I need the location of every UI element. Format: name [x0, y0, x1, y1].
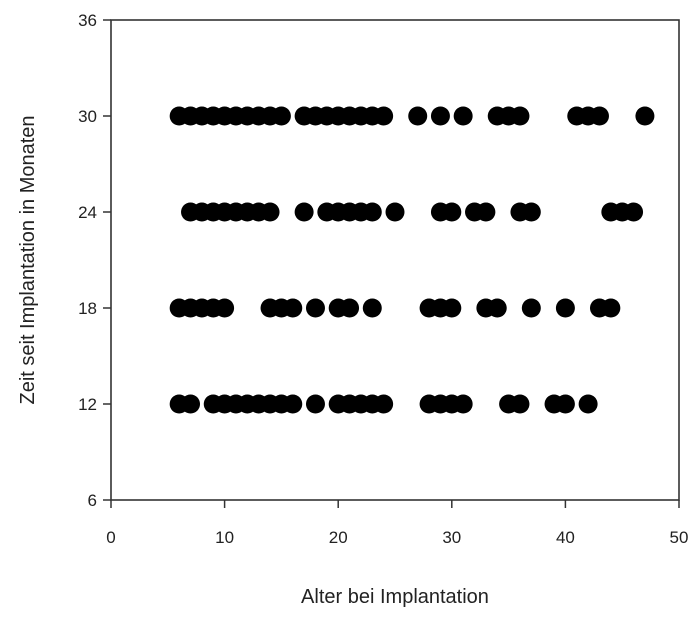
- data-point: [340, 298, 360, 318]
- x-tick-label: 30: [442, 528, 461, 547]
- data-point: [555, 298, 575, 318]
- data-point: [510, 106, 530, 126]
- y-tick-label: 6: [88, 491, 97, 510]
- y-tick-label: 24: [78, 203, 97, 222]
- data-point: [476, 202, 496, 222]
- data-point: [624, 202, 644, 222]
- y-axis-title: Zeit seit Implantation in Monaten: [17, 115, 39, 404]
- data-point: [215, 298, 235, 318]
- data-point: [555, 394, 575, 414]
- y-tick-label: 18: [78, 299, 97, 318]
- x-axis-title: Alter bei Implantation: [301, 586, 489, 608]
- data-point: [362, 202, 382, 222]
- data-point: [510, 394, 530, 414]
- x-tick-label: 40: [556, 528, 575, 547]
- data-point: [430, 106, 450, 126]
- y-tick-label: 30: [78, 107, 97, 126]
- y-tick-label: 12: [78, 395, 97, 414]
- data-point: [374, 106, 394, 126]
- data-point: [362, 298, 382, 318]
- data-point: [260, 202, 280, 222]
- data-point: [408, 106, 428, 126]
- data-point: [487, 298, 507, 318]
- data-point: [442, 202, 462, 222]
- data-point: [635, 106, 655, 126]
- x-tick-label: 50: [670, 528, 689, 547]
- data-point: [271, 106, 291, 126]
- data-point: [453, 106, 473, 126]
- data-point: [521, 298, 541, 318]
- data-point: [578, 394, 598, 414]
- data-point: [453, 394, 473, 414]
- data-point: [305, 298, 325, 318]
- data-point: [283, 394, 303, 414]
- x-axis-ticks: 0 10 20 30 40 50: [106, 500, 688, 547]
- data-point: [601, 298, 621, 318]
- data-point: [283, 298, 303, 318]
- data-point: [385, 202, 405, 222]
- data-points: [169, 106, 655, 414]
- data-point: [589, 106, 609, 126]
- data-point: [294, 202, 314, 222]
- data-point: [181, 394, 201, 414]
- data-point: [521, 202, 541, 222]
- x-tick-label: 20: [329, 528, 348, 547]
- data-point: [374, 394, 394, 414]
- x-tick-label: 0: [106, 528, 115, 547]
- plot-frame: [110, 19, 680, 501]
- x-tick-label: 10: [215, 528, 234, 547]
- data-point: [442, 298, 462, 318]
- data-point: [305, 394, 325, 414]
- y-tick-label: 36: [78, 11, 97, 30]
- y-axis-ticks: 6 12 18 24 30 36: [78, 11, 111, 510]
